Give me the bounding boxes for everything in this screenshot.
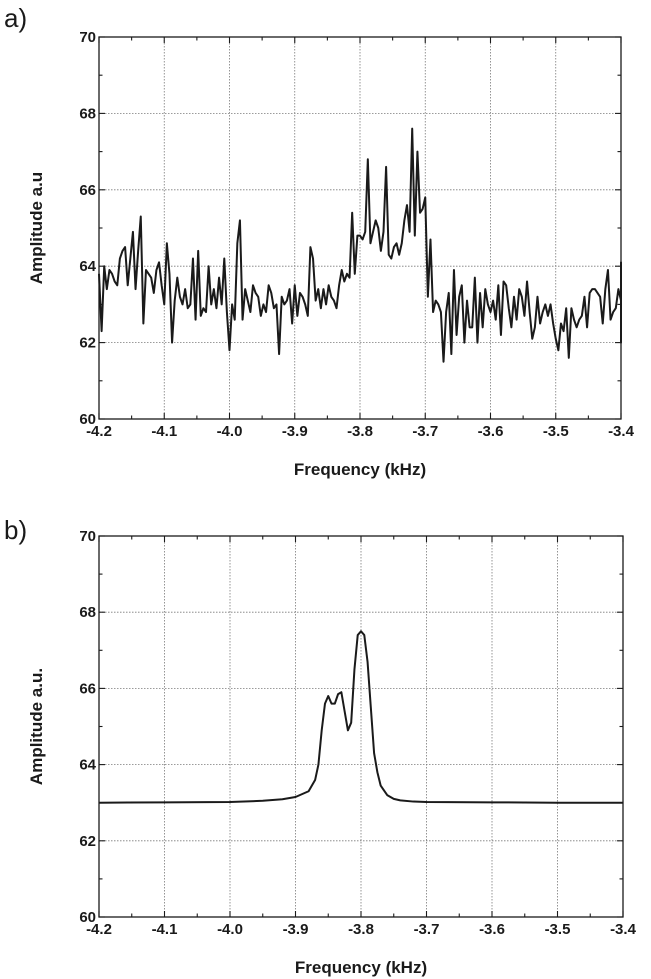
- y-tick-label: 62: [79, 833, 96, 850]
- series-line: [98, 127, 622, 363]
- y-tick-label: 62: [79, 335, 96, 352]
- y-tick-label: 70: [79, 29, 96, 46]
- panel-b: b) -4.2 -4.1 -4.0 -3.9 -3.8 -3.7 -3.6 -3.5 -3.4 …: [4, 515, 637, 977]
- x-tick-label: -3.4: [608, 423, 635, 440]
- panel-a: a) -4.2 -4.1 -4.0 -3.9 -3.8 -3.7 -3.6 -3.5 -3.4 …: [4, 3, 635, 479]
- axis-ticks: [98, 535, 624, 918]
- series-line: [98, 630, 623, 804]
- x-tick-label: -4.1: [151, 423, 177, 440]
- x-tick-label: -4.2: [86, 423, 112, 440]
- y-tick-label: 64: [79, 757, 96, 774]
- y-tick-label: 60: [79, 909, 96, 926]
- panel-label: a): [4, 3, 27, 33]
- x-tick-label: -4.0: [217, 921, 243, 938]
- y-tick-label: 68: [79, 105, 96, 122]
- x-axis-title: Frequency (kHz): [294, 460, 426, 479]
- y-tick-label: 70: [79, 528, 96, 545]
- y-tick-label: 64: [79, 258, 96, 275]
- x-tick-label: -3.4: [610, 921, 637, 938]
- y-tick-label: 66: [79, 680, 96, 697]
- y-tick-label: 60: [79, 411, 96, 428]
- x-tick-labels: -4.2 -4.1 -4.0 -3.9 -3.8 -3.7 -3.6 -3.5 -3.4: [86, 423, 635, 440]
- y-tick-label: 66: [79, 182, 96, 199]
- x-tick-label: -3.6: [479, 921, 505, 938]
- x-tick-label: -3.9: [283, 921, 309, 938]
- x-tick-labels: -4.2 -4.1 -4.0 -3.9 -3.8 -3.7 -3.6 -3.5 -3.4: [86, 921, 637, 938]
- axis-ticks: [98, 36, 622, 420]
- x-tick-label: -3.7: [414, 921, 440, 938]
- grid-lines: [99, 37, 621, 419]
- x-tick-label: -3.9: [282, 423, 308, 440]
- x-axis-title: Frequency (kHz): [295, 958, 427, 977]
- y-axis-title: Amplitude a.u.: [27, 668, 46, 785]
- y-axis-title: Amplitude a.u: [27, 172, 46, 284]
- x-tick-label: -4.0: [217, 423, 243, 440]
- x-tick-label: -4.1: [152, 921, 178, 938]
- x-tick-label: -4.2: [86, 921, 112, 938]
- y-tick-labels: 60 62 64 66 68 70: [79, 29, 96, 428]
- x-tick-label: -3.6: [478, 423, 504, 440]
- grid-lines: [99, 536, 623, 917]
- y-tick-labels: 60 62 64 66 68 70: [79, 528, 96, 926]
- x-tick-label: -3.5: [545, 921, 571, 938]
- x-tick-label: -3.5: [543, 423, 569, 440]
- y-tick-label: 68: [79, 604, 96, 621]
- x-tick-label: -3.8: [347, 423, 373, 440]
- x-tick-label: -3.7: [412, 423, 438, 440]
- x-tick-label: -3.8: [348, 921, 374, 938]
- panel-label: b): [4, 515, 27, 545]
